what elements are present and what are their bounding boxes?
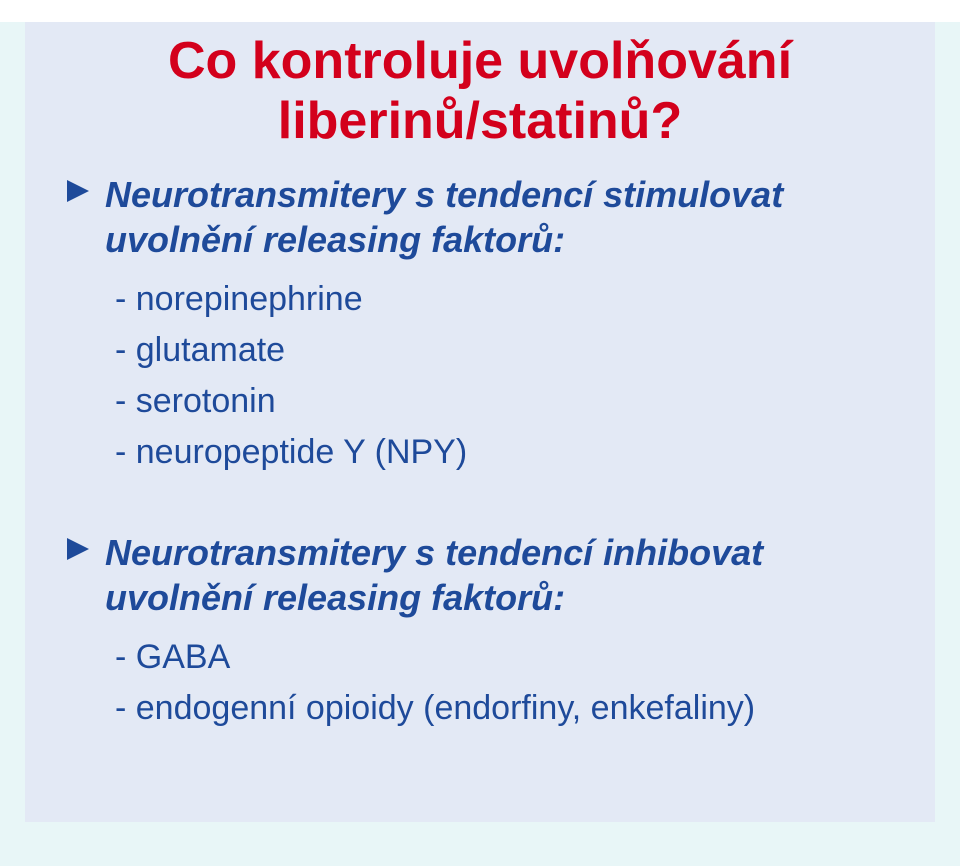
- list-inhibit: - GABA - endogenní opioidy (endorfiny, e…: [115, 632, 895, 734]
- arrow-icon: [65, 178, 91, 204]
- title-line-1: Co kontroluje uvolňování: [168, 32, 792, 90]
- slide-inner: Co kontroluje uvolňování liberinů/statin…: [25, 22, 935, 822]
- list-item: - endogenní opioidy (endorfiny, enkefali…: [115, 683, 895, 734]
- title-line-2: liberinů/statinů?: [278, 92, 682, 150]
- list-stimulate: - norepinephrine - glutamate - serotonin…: [115, 274, 895, 478]
- arrow-icon: [65, 536, 91, 562]
- list-item: - glutamate: [115, 325, 895, 376]
- bullet-row: Neurotransmitery s tendencí inhibovat uv…: [65, 530, 895, 620]
- section-heading-inhibit: Neurotransmitery s tendencí inhibovat uv…: [105, 530, 895, 620]
- list-item: - GABA: [115, 632, 895, 683]
- list-item: - neuropeptide Y (NPY): [115, 427, 895, 478]
- bullet-row: Neurotransmitery s tendencí stimulovat u…: [65, 172, 895, 262]
- section-heading-stimulate: Neurotransmitery s tendencí stimulovat u…: [105, 172, 895, 262]
- slide: Co kontroluje uvolňování liberinů/statin…: [0, 22, 960, 866]
- spacer: [65, 478, 895, 512]
- list-item: - norepinephrine: [115, 274, 895, 325]
- section-stimulate: Neurotransmitery s tendencí stimulovat u…: [65, 172, 895, 478]
- list-item: - serotonin: [115, 376, 895, 427]
- section-inhibit: Neurotransmitery s tendencí inhibovat uv…: [65, 530, 895, 734]
- slide-title: Co kontroluje uvolňování liberinů/statin…: [65, 32, 895, 152]
